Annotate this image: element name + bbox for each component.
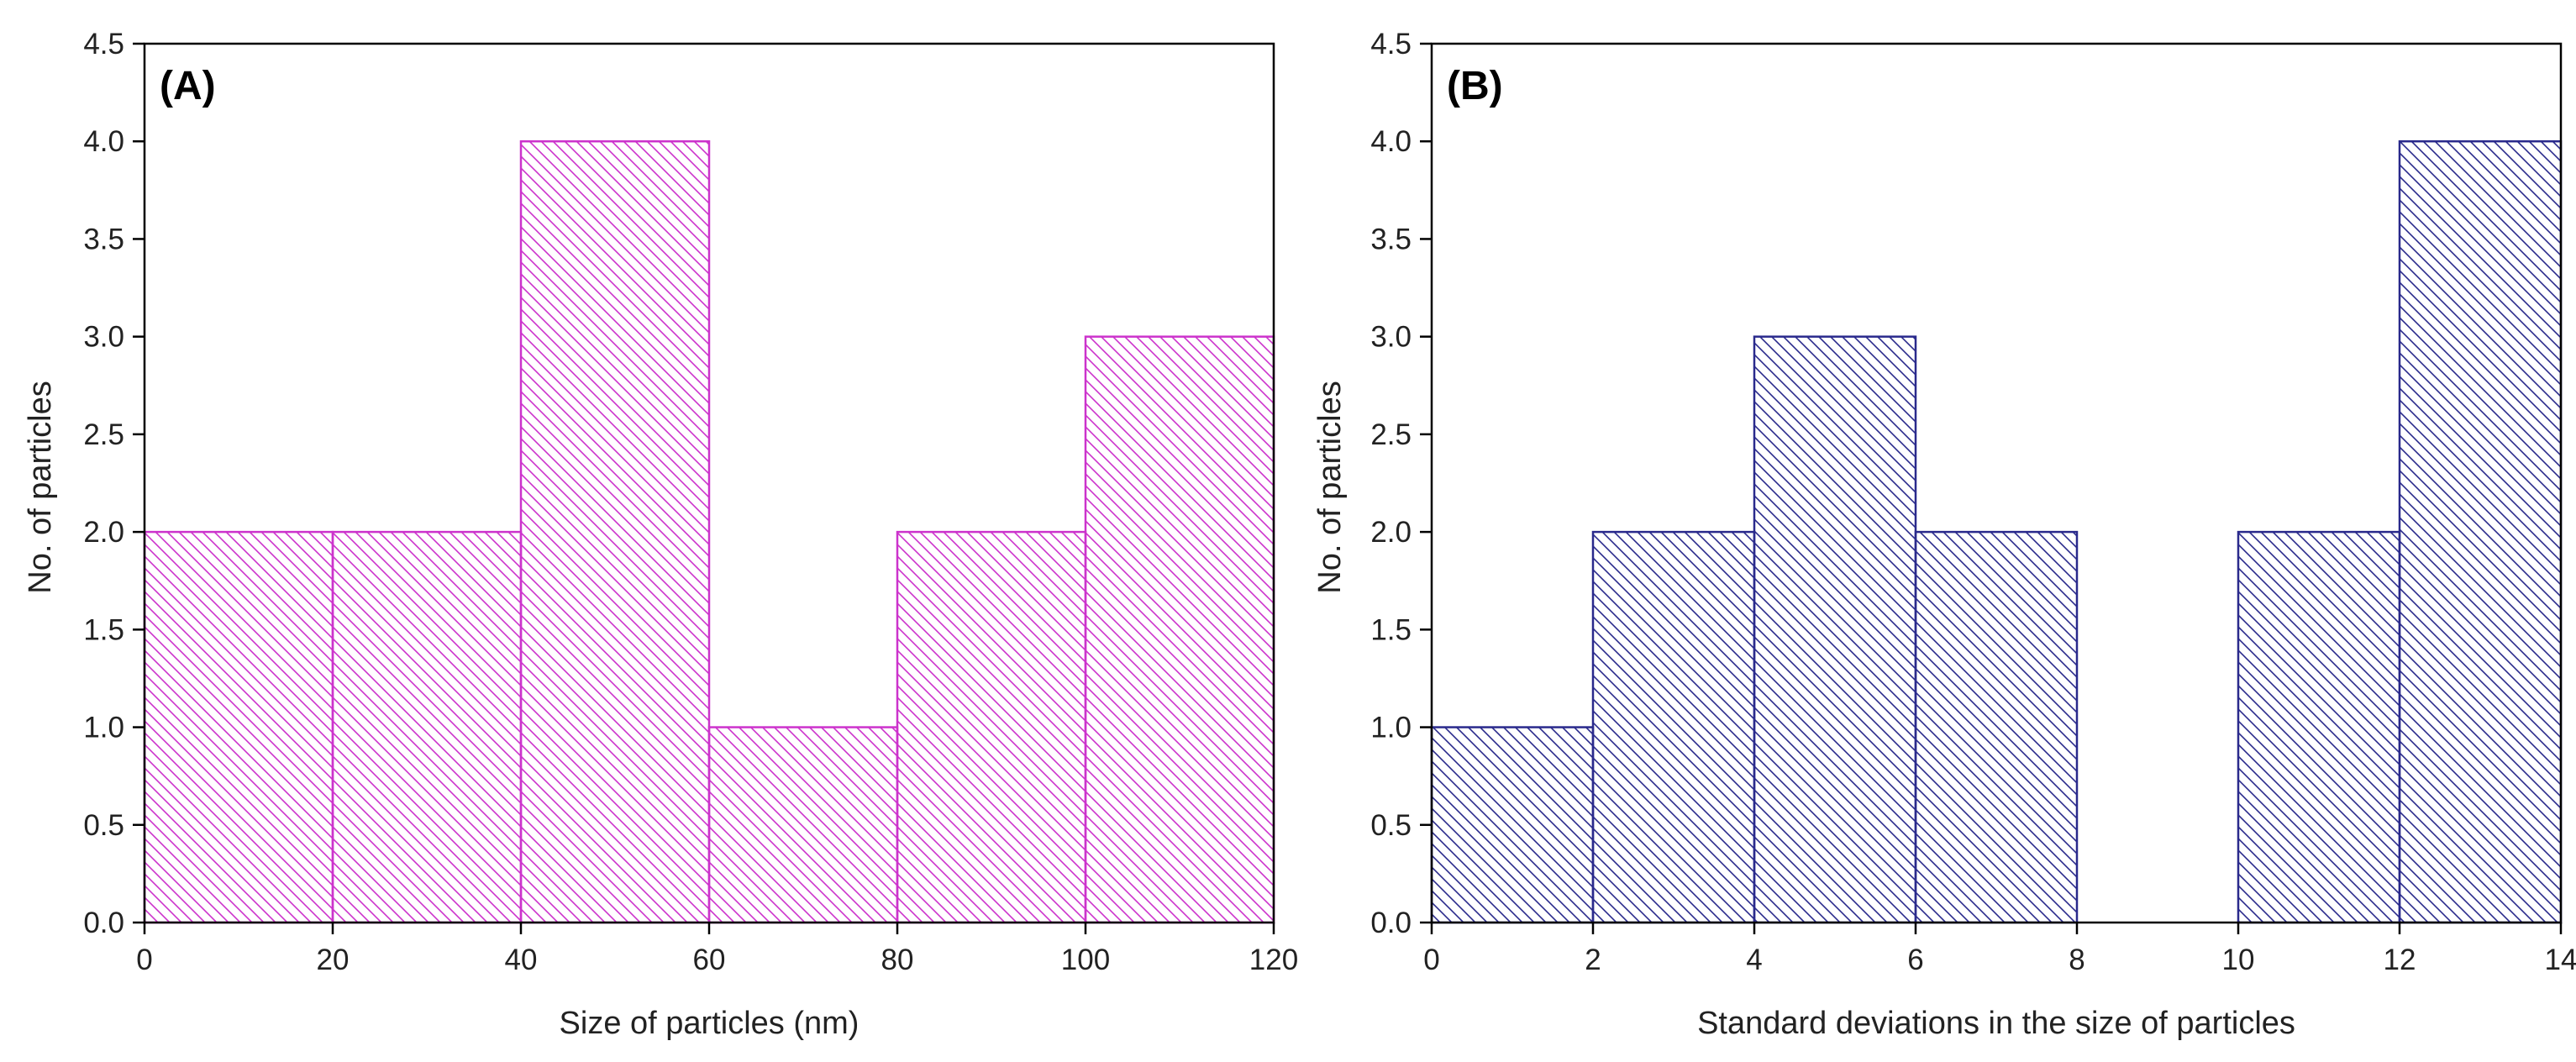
- panel-b-y-tick-label: 4.5: [1370, 28, 1412, 60]
- panel-a-bar-5: [1084, 335, 1275, 924]
- panel-a-x-tick-label: 80: [881, 944, 914, 976]
- panel-b-y-tick-label: 0.5: [1370, 809, 1412, 842]
- panel-b-x-axis-title: Standard deviations in the size of parti…: [1697, 1006, 2295, 1041]
- panel-a-y-axis-title: No. of particles: [23, 381, 58, 593]
- panel-a-histogram: 0 20 40 60 80 100 120 0.0 0.5 1.0 1.5 2.0 2.5 3.0 3.5…: [23, 28, 1298, 1041]
- panel-b-x-tick-label: 0: [1423, 944, 1439, 976]
- panel-b-x-tick-label: 2: [1585, 944, 1601, 976]
- panel-a-bars: [143, 139, 1275, 924]
- panel-b-plot-frame: [1430, 42, 2563, 924]
- panel-a-y-tick-label: 0.5: [83, 809, 124, 842]
- panel-a-y-tick-label: 3.0: [83, 321, 124, 354]
- panel-a-x-tick-label: 60: [693, 944, 726, 976]
- panel-a-y-tick-label: 4.0: [83, 125, 124, 158]
- panel-b-bar-0: [1430, 726, 1595, 924]
- panel-b-x-tick-label: 10: [2222, 944, 2255, 976]
- panel-a-x-tick-label: 20: [317, 944, 350, 976]
- panel-b-x-tick-label: 14: [2545, 944, 2576, 976]
- panel-b-y-tick-label: 2.5: [1370, 418, 1412, 451]
- panel-a-bar-4: [896, 530, 1087, 924]
- panel-a-y-tick-label: 1.0: [83, 712, 124, 744]
- panel-b-y-tick-label: 3.0: [1370, 321, 1412, 354]
- panel-b-y-tick-label: 2.0: [1370, 516, 1412, 549]
- panel-a-x-tick-label: 40: [505, 944, 538, 976]
- panel-b-y-tick-label: 1.0: [1370, 712, 1412, 744]
- panel-b-x-ticks: 0 2 4 6 8 10 12 14: [1423, 923, 2576, 976]
- panel-b-bar-6: [2398, 139, 2563, 924]
- panel-b-histogram: 0 2 4 6 8 10 12 14 0.0 0.5 1.0 1.5 2.0 2.5 3.0 3.5 4.0 4…: [1312, 28, 2576, 1041]
- panel-b-bar-3: [1914, 530, 2079, 924]
- panel-a-y-ticks: 0.0 0.5 1.0 1.5 2.0 2.5 3.0 3.5 4.0 4.5: [83, 28, 145, 939]
- panel-b-y-tick-label: 1.5: [1370, 613, 1412, 646]
- panel-a-x-tick-label: 100: [1061, 944, 1110, 976]
- panel-a-y-tick-label: 3.5: [83, 223, 124, 255]
- panel-a-bar-0: [143, 530, 334, 924]
- panel-a-label: (A): [160, 64, 216, 108]
- panel-a-x-ticks: 0 20 40 60 80 100 120: [136, 923, 1298, 976]
- panel-a-y-tick-label: 1.5: [83, 613, 124, 646]
- panel-a-bar-1: [331, 530, 523, 924]
- panel-b-bar-5: [2237, 530, 2401, 924]
- panel-b-y-axis-title: No. of particles: [1312, 381, 1348, 593]
- panel-b-y-tick-label: 0.0: [1370, 907, 1412, 939]
- panel-a-x-tick-label: 0: [136, 944, 152, 976]
- panel-b-x-tick-label: 8: [2069, 944, 2084, 976]
- panel-b-x-tick-label: 4: [1746, 944, 1762, 976]
- panel-b-y-ticks: 0.0 0.5 1.0 1.5 2.0 2.5 3.0 3.5 4.0 4.5: [1370, 28, 1432, 939]
- panel-a-bar-3: [707, 726, 899, 924]
- panel-b-x-tick-label: 12: [2384, 944, 2416, 976]
- panel-a-y-tick-label: 2.0: [83, 516, 124, 549]
- panel-a-y-tick-label: 0.0: [83, 907, 124, 939]
- panel-a-bar-2: [519, 139, 711, 924]
- panel-b-x-tick-label: 6: [1907, 944, 1923, 976]
- panel-a-y-tick-label: 4.5: [83, 28, 124, 60]
- panel-b-bar-1: [1591, 530, 1756, 924]
- panel-b-y-tick-label: 4.0: [1370, 125, 1412, 158]
- panel-a-x-tick-label: 120: [1249, 944, 1298, 976]
- panel-b-bar-2: [1753, 335, 1917, 924]
- panel-b-y-tick-label: 3.5: [1370, 223, 1412, 255]
- panel-a-x-axis-title: Size of particles (nm): [560, 1006, 860, 1041]
- panel-b-label: (B): [1447, 64, 1503, 108]
- panel-a-y-tick-label: 2.5: [83, 418, 124, 451]
- panel-b-bars: [1430, 139, 2563, 924]
